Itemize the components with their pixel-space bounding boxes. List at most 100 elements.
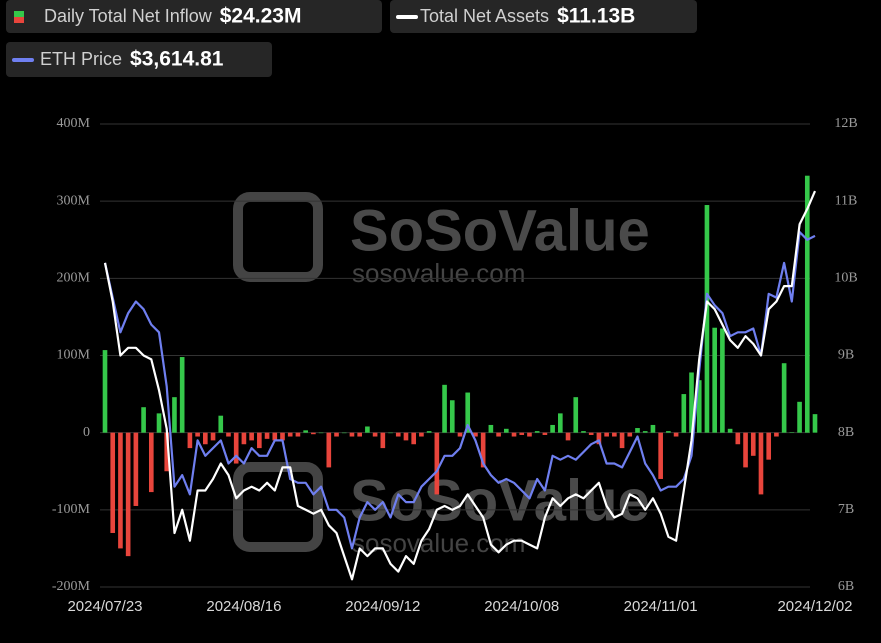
- bar: [573, 397, 579, 433]
- bar: [133, 432, 139, 506]
- bar: [426, 431, 432, 433]
- bar: [303, 430, 308, 433]
- bar: [349, 432, 355, 437]
- bar: [588, 432, 594, 435]
- bar: [272, 432, 278, 441]
- bar: [442, 384, 447, 433]
- legend-value: $24.23M: [220, 5, 302, 28]
- bar: [295, 432, 301, 437]
- bar: [403, 432, 409, 441]
- bar: [449, 400, 455, 433]
- bar: [789, 432, 795, 433]
- legend-icon: [14, 17, 24, 23]
- bar: [596, 432, 602, 445]
- bar: [812, 414, 818, 433]
- bar: [750, 432, 756, 456]
- y2-tick-label: 8B: [838, 425, 854, 440]
- bar: [434, 432, 440, 495]
- bar: [341, 432, 347, 434]
- y2-tick-label: 9B: [838, 348, 854, 363]
- legend-pill: [390, 0, 697, 33]
- legend-value: $3,614.81: [130, 48, 224, 71]
- y-tick-label: -200M: [52, 579, 91, 594]
- bar: [496, 432, 501, 437]
- bar: [565, 432, 571, 441]
- bar: [257, 432, 262, 449]
- bar: [635, 428, 640, 433]
- bar: [743, 432, 748, 468]
- bar: [334, 432, 339, 437]
- bar: [372, 432, 378, 437]
- y2-tick-label: 11B: [835, 193, 858, 208]
- line: [103, 190, 817, 581]
- bar: [704, 205, 710, 433]
- bar: [311, 432, 316, 435]
- x-tick-label: 2024/07/23: [67, 598, 142, 615]
- legend-value: $11.13B: [557, 5, 635, 28]
- bar: [395, 432, 401, 437]
- legend-name: ETH Price: [40, 49, 122, 69]
- bar: [280, 432, 285, 441]
- bar: [388, 432, 393, 434]
- bar: [488, 424, 494, 433]
- bar: [542, 432, 548, 435]
- legend-name: Daily Total Net Inflow: [44, 6, 213, 26]
- bar: [365, 426, 370, 433]
- bar: [249, 432, 254, 441]
- x-tick-label: 2024/10/08: [484, 598, 559, 615]
- watermark-url: sosovalue.com: [352, 528, 525, 558]
- y2-tick-label: 6B: [838, 579, 854, 594]
- bar: [650, 424, 656, 433]
- bar: [287, 432, 293, 437]
- bar: [480, 432, 486, 468]
- line: [103, 230, 816, 550]
- bar: [642, 431, 648, 433]
- bar: [519, 432, 525, 435]
- bar: [781, 363, 787, 433]
- y2-tick-label: 12B: [834, 116, 857, 131]
- y-tick-label: 300M: [57, 193, 91, 208]
- legend-name: Total Net Assets: [420, 6, 549, 26]
- y-tick-label: -100M: [52, 502, 91, 517]
- bar: [195, 432, 200, 437]
- bar: [110, 432, 116, 533]
- bar: [164, 432, 170, 472]
- bar: [619, 432, 625, 449]
- bar: [666, 431, 671, 433]
- bar: [179, 357, 185, 433]
- bar: [581, 431, 586, 433]
- bar: [187, 432, 193, 449]
- bar: [511, 432, 517, 437]
- bar: [527, 432, 532, 437]
- watermark-url: sosovalue.com: [352, 258, 525, 288]
- bar: [550, 424, 555, 433]
- x-tick-label: 2024/09/12: [345, 598, 420, 615]
- bar: [210, 432, 216, 441]
- bar: [233, 432, 239, 464]
- y-tick-label: 100M: [57, 348, 91, 363]
- bar: [534, 431, 540, 433]
- x-tick-label: 2024/11/01: [624, 598, 698, 615]
- watermark-text: SoSoValue: [350, 198, 650, 263]
- bar: [720, 328, 725, 433]
- bar: [264, 432, 270, 439]
- y2-tick-label: 7B: [838, 502, 854, 517]
- bar: [102, 350, 108, 433]
- bar: [241, 432, 247, 445]
- y2-tick-label: 10B: [834, 271, 857, 286]
- bar: [148, 432, 154, 493]
- bar: [473, 432, 478, 437]
- watermark-text: SoSoValue: [350, 468, 650, 533]
- bar: [141, 407, 146, 433]
- bar: [419, 432, 424, 437]
- bar: [689, 372, 694, 433]
- bar: [411, 432, 417, 445]
- bar: [357, 432, 362, 437]
- legend-icon: [14, 11, 24, 17]
- y-tick-label: 200M: [57, 271, 91, 286]
- bar: [758, 432, 764, 495]
- bar: [326, 432, 332, 468]
